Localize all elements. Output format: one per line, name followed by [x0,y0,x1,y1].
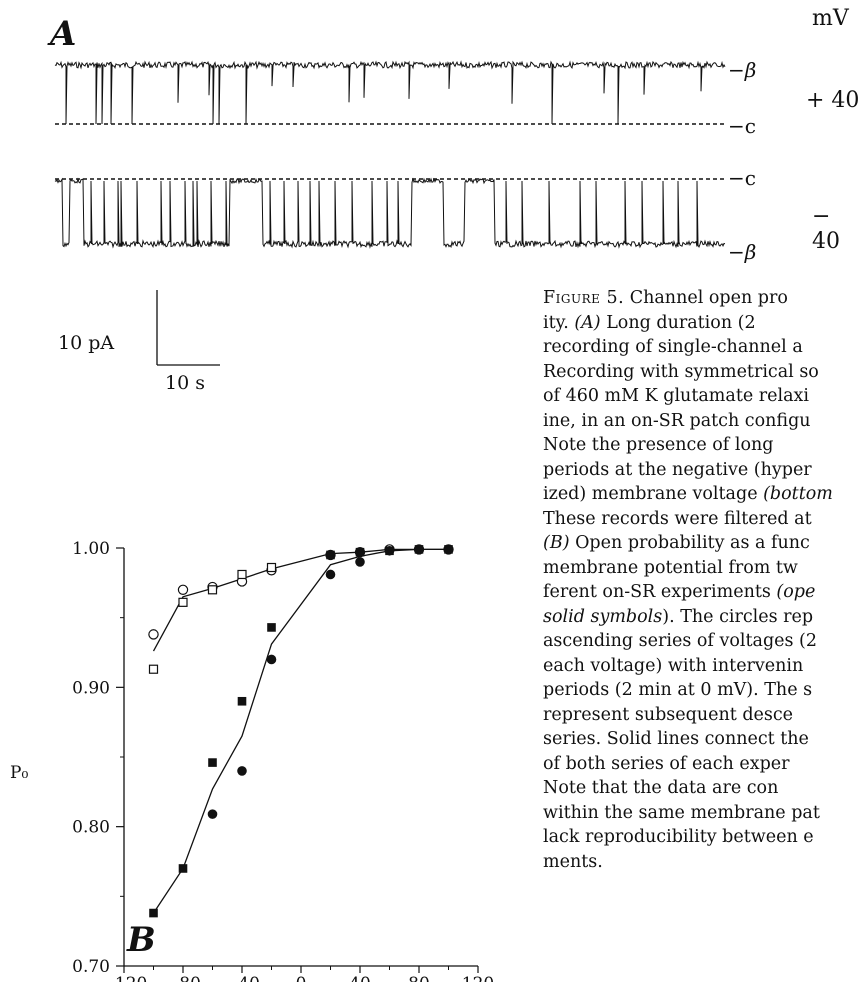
caption-line: ine, in an on-SR patch configu [543,410,811,431]
solid-square-point [208,758,217,767]
trace-bottom-closed-label: −c [728,166,756,190]
trace-top-closed-label: −c [728,114,756,138]
x-tick-label: 80 [408,974,430,982]
scale-bar [156,290,220,366]
caption-line: solid symbols). The circles rep [543,606,814,627]
solid-square-point [414,545,424,554]
open-square-point [148,664,159,674]
solid-square-point [149,908,158,918]
caption-line: ity. (A) Long duration (2 [543,312,756,333]
caption-line: represent subsequent desce [543,704,794,725]
caption-line: recording of single-channel a [543,337,803,357]
open-square-point [237,569,247,580]
open-square-point [266,562,277,573]
solid-circle-point [207,809,218,819]
solid-square-point [267,623,276,632]
solid-square-point [237,696,247,706]
caption-line: within the same membrane pat [543,802,820,823]
caption-line: of both series of each exper [543,753,790,774]
scale-bar-time-label: 10 s [165,372,205,394]
solid-circle-point [237,766,247,776]
open-square-point [178,597,188,607]
panel-b-letter: B [127,920,156,960]
caption-line: ized) membrane voltage (bottom [543,484,833,504]
caption-line: Figure 5. Channel open pro [543,286,864,311]
panel-a-letter: A [50,14,77,54]
x-tick-label: −80 [165,974,201,982]
caption-line: These records were filtered at [543,508,812,529]
caption-line: periods (2 min at 0 mV). The s [543,680,813,700]
y-tick-label: 1.00 [72,539,110,559]
y-tick-label: 0.70 [72,957,110,977]
trace-top-open-label: −β [728,58,757,82]
caption-line: periods at the negative (hyper [543,459,812,480]
caption-line: series. Solid lines connect the [543,729,809,749]
y-tick-label: 0.90 [72,678,110,698]
x-tick-label: −40 [224,974,260,982]
trace-top-voltage: + 40 [806,88,860,113]
x-tick-label: 0 [296,974,307,982]
open-circle-point [177,584,189,596]
caption-line: ascending series of voltages (2 [543,631,818,651]
solid-circle-point [355,557,365,567]
trace-plus-40 [54,60,726,125]
solid-square-point [385,546,394,556]
caption-line: Recording with symmetrical so [543,361,819,382]
caption-line: each voltage) with intervenin [543,655,804,676]
caption-line: ferent on-SR experiments (ope [543,582,816,602]
chart-lines [152,548,449,914]
chart-axes: −120−80−40040801200.700.800.901.00mVP₀ [10,539,494,982]
solid-square-point [355,547,365,557]
trace-minus-40 [54,177,726,249]
x-tick-label: 40 [349,974,371,982]
figure-label: Figure 5. [543,288,625,308]
caption-line: membrane potential from tw [543,557,798,578]
open-probability-chart: −120−80−40040801200.700.800.901.00mVP₀ [10,539,494,982]
y-tick-label: 0.80 [72,818,110,838]
caption-line: Note the presence of long [543,435,774,455]
y-axis-label: P₀ [10,763,28,783]
caption-line: lack reproducibility between e [543,827,814,847]
solid-square-point [444,545,453,554]
single-channel-traces [54,60,727,249]
solid-circle-point [266,654,277,665]
caption-line: Channel open pro [624,288,788,308]
open-square-point [207,585,218,595]
caption-line: (B) Open probability as a func [543,533,810,553]
fit-line-open [152,548,449,652]
trace-bottom-open-label: −β [728,240,757,264]
x-tick-label: 120 [462,974,494,982]
caption-line: ments. [543,851,603,872]
panel-a-units-label: mV [812,6,849,31]
trace-bottom-voltage: − 40 [812,204,840,254]
caption-line: Note that the data are con [543,778,779,798]
fit-line-solid [152,548,449,914]
caption-line: of 460 mM K glutamate relaxi [543,386,809,406]
open-circle-point [148,629,159,640]
chart-marks [148,544,454,918]
solid-circle-point [325,569,336,580]
solid-square-point [326,550,335,560]
solid-square-point [178,864,188,873]
scale-bar-current-label: 10 pA [58,332,115,354]
figure-caption: Figure 5. Channel open pro ity. (A) Long … [543,286,864,874]
x-tick-label: −120 [101,974,148,982]
